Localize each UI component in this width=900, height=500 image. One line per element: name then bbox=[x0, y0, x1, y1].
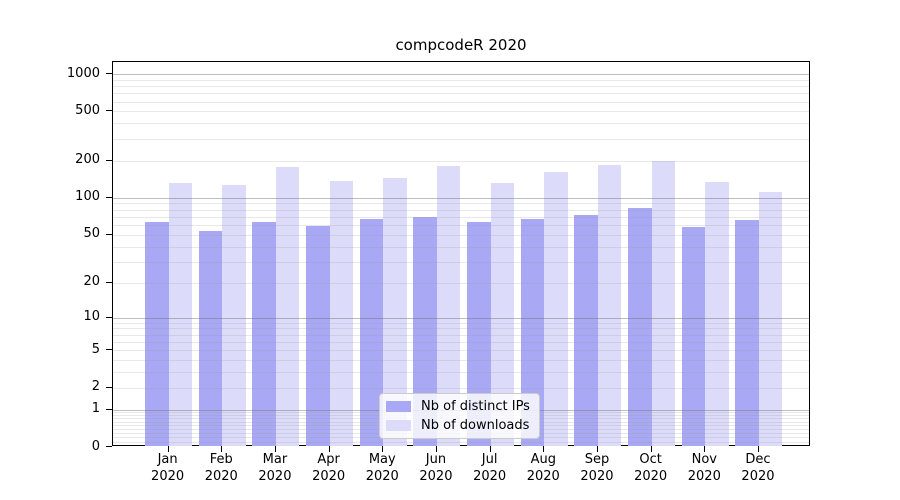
y-tick-label: 200 bbox=[75, 152, 100, 168]
x-tick-label-jul: Jul 2020 bbox=[473, 452, 507, 484]
legend-label: Nb of downloads bbox=[421, 418, 530, 433]
x-tick-label-feb: Feb 2020 bbox=[204, 452, 238, 484]
y-tick-mark bbox=[106, 408, 112, 410]
bar-downloads-jul bbox=[490, 183, 515, 446]
x-tick-mark bbox=[274, 446, 276, 452]
bars-layer bbox=[113, 62, 809, 446]
x-tick-mark bbox=[221, 446, 223, 452]
bar-distinct-ips-may bbox=[359, 219, 384, 446]
y-tick-mark bbox=[106, 196, 112, 198]
x-tick-label-sep: Sep 2020 bbox=[580, 452, 614, 484]
bar-distinct-ips-aug bbox=[520, 219, 545, 446]
bar-distinct-ips-jun bbox=[413, 216, 437, 446]
y-tick-mark bbox=[106, 159, 112, 161]
x-tick-mark bbox=[757, 446, 759, 452]
x-tick-mark bbox=[489, 446, 491, 452]
y-tick-label: 1 bbox=[91, 401, 100, 417]
bar-downloads-jun bbox=[436, 165, 461, 446]
bar-distinct-ips-apr bbox=[306, 225, 330, 446]
x-tick-label-oct: Oct 2020 bbox=[634, 452, 668, 484]
bar-distinct-ips-jan bbox=[145, 222, 169, 446]
legend-swatch-downloads bbox=[386, 420, 411, 431]
bar-distinct-ips-mar bbox=[252, 221, 276, 446]
y-tick-mark bbox=[106, 110, 112, 112]
y-tick-mark bbox=[106, 349, 112, 351]
y-tick-mark bbox=[106, 386, 112, 388]
x-tick-label-aug: Aug 2020 bbox=[526, 452, 560, 484]
x-tick-mark bbox=[382, 446, 384, 452]
y-tick-mark bbox=[106, 446, 112, 447]
y-tick-mark bbox=[106, 281, 112, 283]
bar-distinct-ips-feb bbox=[198, 230, 223, 446]
y-tick-label: 0 bbox=[91, 438, 100, 454]
x-tick-label-jun: Jun 2020 bbox=[419, 452, 453, 484]
bar-downloads-oct bbox=[651, 161, 676, 446]
x-tick-mark bbox=[704, 446, 706, 452]
bar-downloads-apr bbox=[329, 180, 354, 446]
bar-downloads-sep bbox=[597, 164, 622, 446]
plot-area bbox=[112, 61, 810, 446]
bar-downloads-feb bbox=[222, 185, 246, 446]
x-tick-mark bbox=[167, 446, 169, 452]
legend-label: Nb of distinct IPs bbox=[421, 399, 530, 414]
y-tick-label: 5 bbox=[91, 341, 100, 357]
legend-item-distinct-ips: Nb of distinct IPs bbox=[386, 399, 530, 414]
bar-distinct-ips-jul bbox=[467, 222, 491, 446]
y-tick-label: 2 bbox=[91, 379, 100, 395]
bar-distinct-ips-oct bbox=[628, 208, 652, 446]
y-tick-label: 500 bbox=[75, 102, 100, 118]
x-tick-label-mar: Mar 2020 bbox=[258, 452, 292, 484]
y-tick-mark bbox=[106, 233, 112, 235]
legend-item-downloads: Nb of downloads bbox=[386, 418, 530, 433]
x-tick-mark bbox=[543, 446, 545, 452]
bar-downloads-dec bbox=[758, 191, 783, 446]
bar-downloads-jan bbox=[168, 183, 193, 446]
y-tick-label: 1000 bbox=[66, 65, 100, 81]
y-tick-label: 20 bbox=[83, 274, 100, 290]
y-tick-label: 10 bbox=[83, 309, 100, 325]
legend: Nb of distinct IPs Nb of downloads bbox=[379, 393, 540, 439]
chart-title: compcodeR 2020 bbox=[395, 36, 527, 54]
bar-downloads-nov bbox=[705, 182, 729, 446]
x-tick-label-apr: Apr 2020 bbox=[312, 452, 346, 484]
x-tick-label-jan: Jan 2020 bbox=[151, 452, 185, 484]
x-tick-mark bbox=[650, 446, 652, 452]
bar-distinct-ips-sep bbox=[574, 214, 598, 446]
bar-downloads-aug bbox=[544, 171, 568, 446]
x-tick-label-nov: Nov 2020 bbox=[687, 452, 721, 484]
x-tick-mark bbox=[328, 446, 330, 452]
bar-distinct-ips-nov bbox=[681, 226, 706, 446]
bar-distinct-ips-dec bbox=[735, 219, 759, 446]
y-tick-label: 50 bbox=[83, 226, 100, 242]
x-tick-label-dec: Dec 2020 bbox=[741, 452, 775, 484]
x-tick-label-may: May 2020 bbox=[365, 452, 399, 484]
y-tick-label: 100 bbox=[75, 189, 100, 205]
x-tick-mark bbox=[596, 446, 598, 452]
x-tick-mark bbox=[435, 446, 437, 452]
y-tick-mark bbox=[106, 316, 112, 318]
bar-downloads-mar bbox=[275, 167, 300, 446]
bar-downloads-may bbox=[383, 178, 407, 446]
y-tick-mark bbox=[106, 73, 112, 74]
legend-swatch-distinct-ips bbox=[386, 401, 411, 412]
